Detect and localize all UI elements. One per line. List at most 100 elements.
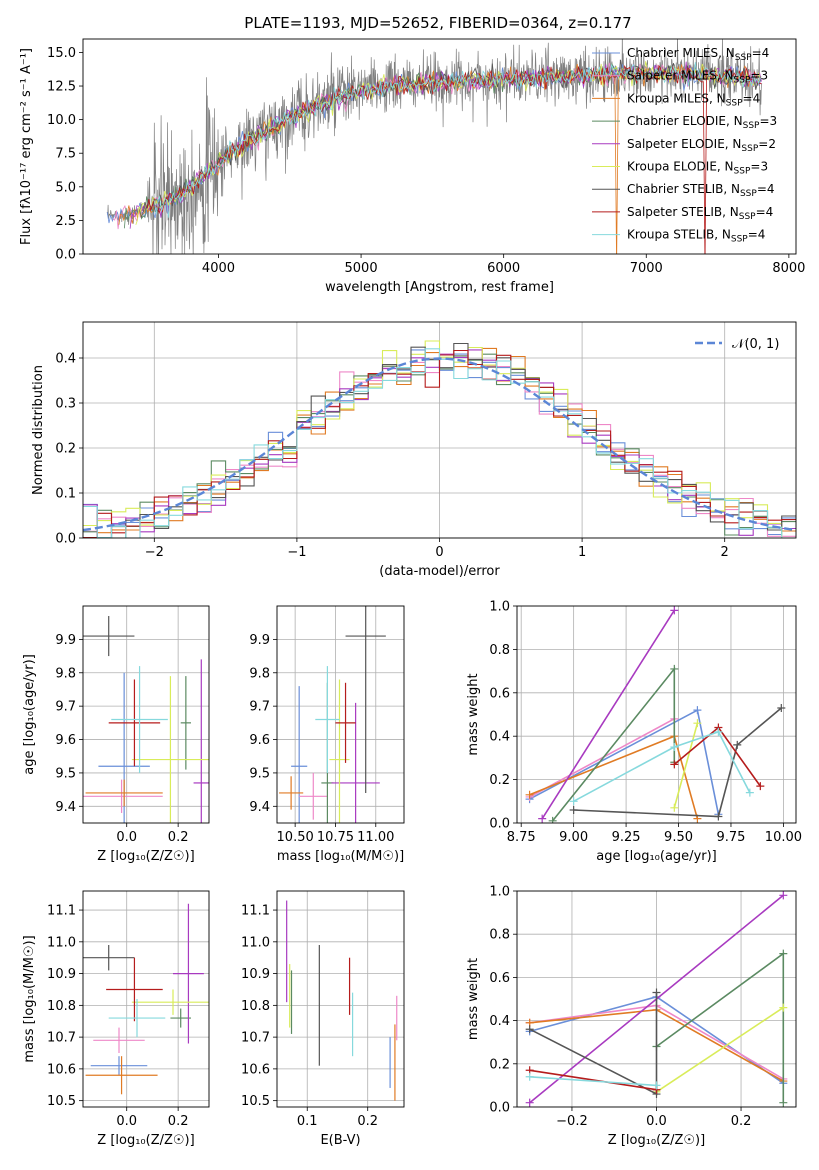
x-axis-label: E(B-V) xyxy=(320,1133,360,1148)
y-tick-label: 10.8 xyxy=(47,999,76,1014)
x-tick-label: 8.75 xyxy=(507,830,536,845)
weight-marker xyxy=(525,1072,534,1081)
weight-marker xyxy=(538,814,547,823)
panel-mass_vs_ebv: 0.1 0.2 10.5 10.6 10.7 10.8 10.9 11.0 11.1 E(B-V) xyxy=(241,890,405,1148)
x-tick-label: 6000 xyxy=(487,261,520,276)
legend-label: Kroupa STELIB, NSSP=4 xyxy=(627,228,765,245)
plot-area-mass_vs_ebv xyxy=(277,891,404,1107)
y-tick-label: 10.6 xyxy=(47,1062,76,1077)
legend-label: Salpeter STELIB, NSSP=4 xyxy=(627,205,773,222)
x-tick-label: 8000 xyxy=(772,261,805,276)
panel-residuals: −2 −1 0 1 2 0.0 0.1 0.2 0.3 0.4 (data-model)/error… xyxy=(31,321,797,579)
y-tick-label: 10.5 xyxy=(47,1094,76,1109)
weight-line-8 xyxy=(573,730,751,803)
x-tick-label: −2 xyxy=(145,545,164,560)
x-tick-label: 0.2 xyxy=(168,830,189,845)
plot-area-weight_vs_z xyxy=(517,891,796,1107)
y-tick-label: 1.0 xyxy=(489,885,510,900)
panel-weight_vs_age: 8.75 9.00 9.25 9.50 9.75 10.00 0.0 0.2 0.4 0.6 0.8… xyxy=(466,600,802,865)
weight-marker xyxy=(569,805,578,814)
weight-marker xyxy=(652,1081,661,1090)
weight-marker xyxy=(670,803,679,812)
y-tick-label: 0.1 xyxy=(55,487,76,502)
y-tick-label: 10.5 xyxy=(241,1094,270,1109)
y-tick-label: 9.6 xyxy=(55,733,76,748)
x-tick-label: −1 xyxy=(287,545,306,560)
y-tick-label: 11.1 xyxy=(241,904,270,919)
legend-label: Kroupa ELODIE, NSSP=3 xyxy=(627,160,768,177)
y-tick-label: 9.4 xyxy=(249,800,270,815)
y-tick-label: 9.6 xyxy=(249,733,270,748)
weight-marker xyxy=(745,788,754,797)
y-tick-label: 0.2 xyxy=(55,442,76,457)
axes-frame xyxy=(82,321,797,539)
y-tick-label: 9.9 xyxy=(55,633,76,648)
axes-frame xyxy=(82,38,797,255)
x-tick-label: 2 xyxy=(721,545,729,560)
y-tick-label: 10.9 xyxy=(47,967,76,982)
weight-line-1 xyxy=(529,718,675,798)
x-axis-label: Z [log₁₀(Z/Z☉)] xyxy=(97,849,194,864)
weight-marker xyxy=(714,812,723,821)
weight-line-0 xyxy=(529,708,720,815)
axes-frame xyxy=(516,890,797,1108)
x-tick-label: 0.1 xyxy=(297,1114,318,1129)
y-axis-label: Flux [fλ10⁻¹⁷ erg cm⁻² s⁻¹ A⁻¹] xyxy=(19,48,34,245)
weight-line-3 xyxy=(656,952,785,1103)
legend-label: Chabrier ELODIE, NSSP=3 xyxy=(627,114,777,131)
y-tick-label: 9.7 xyxy=(55,700,76,715)
y-tick-label: 0.0 xyxy=(55,532,76,547)
weight-marker xyxy=(525,1098,534,1107)
model-spectrum-8 xyxy=(152,62,761,218)
weight-marker xyxy=(733,740,742,749)
weight-marker xyxy=(670,664,679,673)
y-tick-label: 0.2 xyxy=(489,773,510,788)
y-tick-label: 9.5 xyxy=(249,766,270,781)
weight-marker xyxy=(670,760,679,769)
y-axis-label: age [log₁₀(age/yr)] xyxy=(22,654,37,775)
x-tick-label: 10.50 xyxy=(277,830,314,845)
y-tick-label: 11.0 xyxy=(47,935,76,950)
x-tick-label: 10.00 xyxy=(765,830,802,845)
weight-marker xyxy=(777,703,786,712)
y-tick-label: 9.8 xyxy=(55,666,76,681)
y-tick-label: 7.5 xyxy=(55,147,76,162)
plot-area-age_vs_mass xyxy=(277,606,404,823)
x-axis-label: wavelength [Angstrom, rest frame] xyxy=(325,280,554,295)
weight-line-5 xyxy=(656,1006,784,1093)
x-tick-label: 0 xyxy=(435,545,443,560)
x-axis-label: Z [log₁₀(Z/Z☉)] xyxy=(608,1133,705,1148)
y-tick-label: 12.5 xyxy=(47,80,76,95)
y-tick-label: 9.8 xyxy=(249,666,270,681)
y-tick-label: 2.5 xyxy=(55,214,76,229)
x-tick-label: 9.75 xyxy=(716,830,745,845)
weight-line-3 xyxy=(552,666,676,822)
weight-marker xyxy=(756,782,765,791)
y-tick-label: 0.8 xyxy=(489,928,510,943)
x-axis-label: Z [log₁₀(Z/Z☉)] xyxy=(97,1133,194,1148)
axes-frame xyxy=(82,605,210,824)
panel-spectrum: 4000 5000 6000 7000 8000 0.0 2.5 5.0 7.5 10.0 12.5… xyxy=(19,38,805,295)
y-tick-label: 5.0 xyxy=(55,180,76,195)
x-axis-label: mass [log₁₀(M/M☉)] xyxy=(277,849,404,864)
weight-line-5 xyxy=(673,722,699,809)
panel-age_vs_z: 0.0 0.2 9.4 9.5 9.6 9.7 9.8 9.9 Z [log₁₀(Z/Z☉)] a… xyxy=(22,605,210,864)
axes-frame xyxy=(276,890,405,1108)
y-tick-label: 9.9 xyxy=(249,633,270,648)
x-tick-label: 0.2 xyxy=(731,1114,752,1129)
panel-weight_vs_z: −0.2 0.0 0.2 0.0 0.2 0.4 0.6 0.8 1.0 Z [log₁₀(Z/Z… xyxy=(466,885,797,1148)
x-axis-label: (data-model)/error xyxy=(379,564,500,579)
weight-marker xyxy=(779,1098,788,1107)
y-tick-label: 0.8 xyxy=(489,643,510,658)
weight-marker xyxy=(693,706,702,715)
plot-area-spectrum xyxy=(106,39,763,254)
y-axis-label: mass weight xyxy=(466,958,481,1040)
weight-marker xyxy=(525,1025,534,1034)
normal-curve xyxy=(83,357,796,532)
x-axis-label: age [log₁₀(age/yr)] xyxy=(596,849,717,864)
residual-histogram-7 xyxy=(83,349,796,538)
y-axis-label: mass weight xyxy=(466,673,481,755)
plot-area-weight_vs_age xyxy=(517,606,796,823)
weight-marker xyxy=(670,743,679,752)
